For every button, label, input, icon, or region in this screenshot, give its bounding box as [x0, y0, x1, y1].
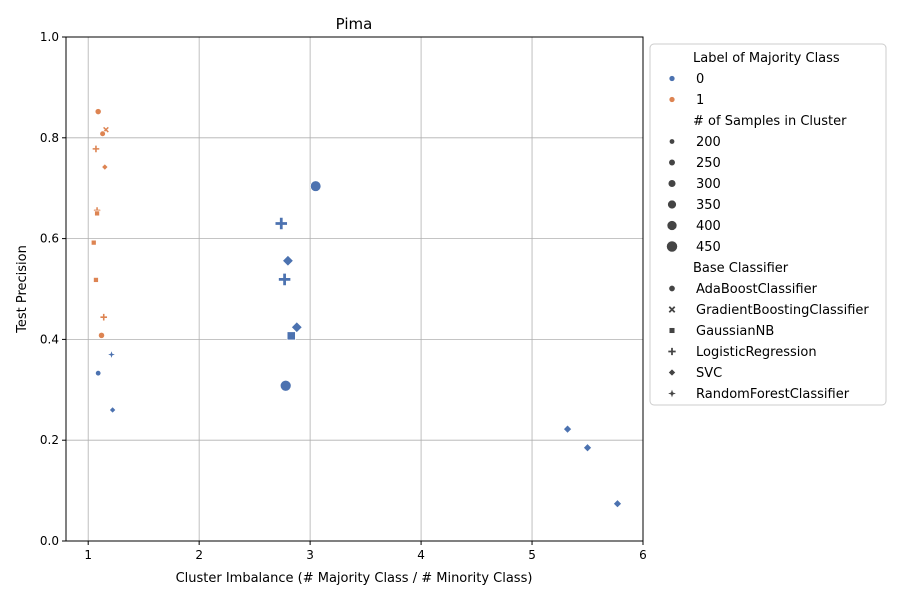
legend-style-entry-marker: [667, 368, 677, 377]
legend-size-entry-marker: [666, 240, 678, 253]
data-point: [290, 321, 303, 334]
plot-frame: [65, 36, 644, 542]
legend-size-entry-marker: [668, 138, 676, 145]
legend-size-entry: 450: [696, 240, 721, 255]
legend-style-entry-marker: [668, 347, 676, 356]
x-tick-label: 5: [528, 548, 536, 562]
data-point: [92, 145, 100, 153]
data-point: [101, 163, 109, 171]
axis-ticks: 1 2 3 4 5 6 0.0 0.2 0.4 0.6 0.8 1.0: [40, 30, 647, 562]
data-point: [108, 406, 117, 414]
x-tick-label: 3: [306, 548, 314, 562]
data-point: [275, 217, 288, 230]
y-tick-label: 1.0: [40, 30, 59, 44]
legend-style-entry: RandomForestClassifier: [696, 387, 850, 402]
legend-style-entry: SVC: [696, 366, 722, 381]
data-point: [99, 130, 106, 137]
legend-size-entry-marker: [668, 158, 676, 167]
legend-style-entry: GradientBoostingClassifier: [696, 303, 869, 318]
legend-style-entry-marker: [668, 389, 676, 398]
legend-style-entry: GaussianNB: [696, 324, 774, 339]
x-tick-label: 1: [84, 548, 92, 562]
data-point: [279, 379, 292, 392]
legend-size-entry: 250: [696, 156, 721, 171]
plot-area: [66, 37, 643, 541]
legend: Label of Majority Class 0 1 # of Samples in…: [649, 43, 887, 406]
legend-hue-entry: 0: [696, 72, 704, 87]
legend-hue-title: Label of Majority Class: [693, 51, 840, 66]
y-tick-label: 0.4: [40, 332, 59, 346]
data-point: [94, 210, 100, 217]
legend-style-title: Base Classifier: [693, 261, 789, 276]
legend-hue-entry-marker: [668, 96, 676, 103]
y-tick-label: 0.0: [40, 534, 59, 548]
chart-title: Pima: [336, 15, 373, 33]
legend-style-entry-marker: [668, 327, 676, 334]
legend-style-entry: AdaBoostClassifier: [696, 282, 818, 297]
legend-size-entry: 300: [696, 177, 721, 192]
legend-frame: [649, 43, 887, 406]
data-point: [612, 499, 623, 509]
legend-size-entry-marker: [667, 199, 677, 210]
legend-size-entry: 200: [696, 135, 721, 150]
data-point: [100, 313, 108, 321]
data-point: [108, 351, 115, 358]
legend-style-entry: LogisticRegression: [696, 345, 817, 360]
data-point: [582, 443, 593, 453]
legend-size-entry-marker: [667, 179, 677, 188]
legend-hue-entry: 1: [696, 93, 704, 108]
legend-style-entry-marker: [668, 306, 676, 313]
data-point: [286, 331, 296, 341]
data-point: [90, 239, 97, 246]
data-point: [282, 254, 294, 267]
data-points: [90, 108, 623, 509]
data-point: [93, 277, 99, 283]
data-point: [95, 370, 102, 377]
x-axis-label: Cluster Imbalance (# Majority Class / # …: [176, 571, 533, 586]
legend-style-entry-marker: [668, 284, 676, 293]
x-tick-label: 4: [417, 548, 425, 562]
y-tick-label: 0.8: [40, 131, 59, 145]
legend-size-entry: 350: [696, 198, 721, 213]
legend-size-entry-marker: [666, 220, 678, 231]
x-tick-label: 2: [195, 548, 203, 562]
x-tick-label: 6: [639, 548, 647, 562]
y-axis-label: Test Precision: [15, 245, 30, 334]
y-tick-label: 0.6: [40, 232, 59, 246]
data-point: [98, 331, 105, 339]
legend-hue-entry-marker: [668, 75, 676, 82]
legend-size-entry: 400: [696, 219, 721, 234]
y-tick-label: 0.2: [40, 433, 59, 447]
data-point: [94, 108, 102, 116]
data-point: [278, 273, 291, 286]
data-point: [309, 180, 322, 192]
data-point: [562, 424, 573, 434]
legend-size-title: # of Samples in Cluster: [693, 114, 847, 129]
